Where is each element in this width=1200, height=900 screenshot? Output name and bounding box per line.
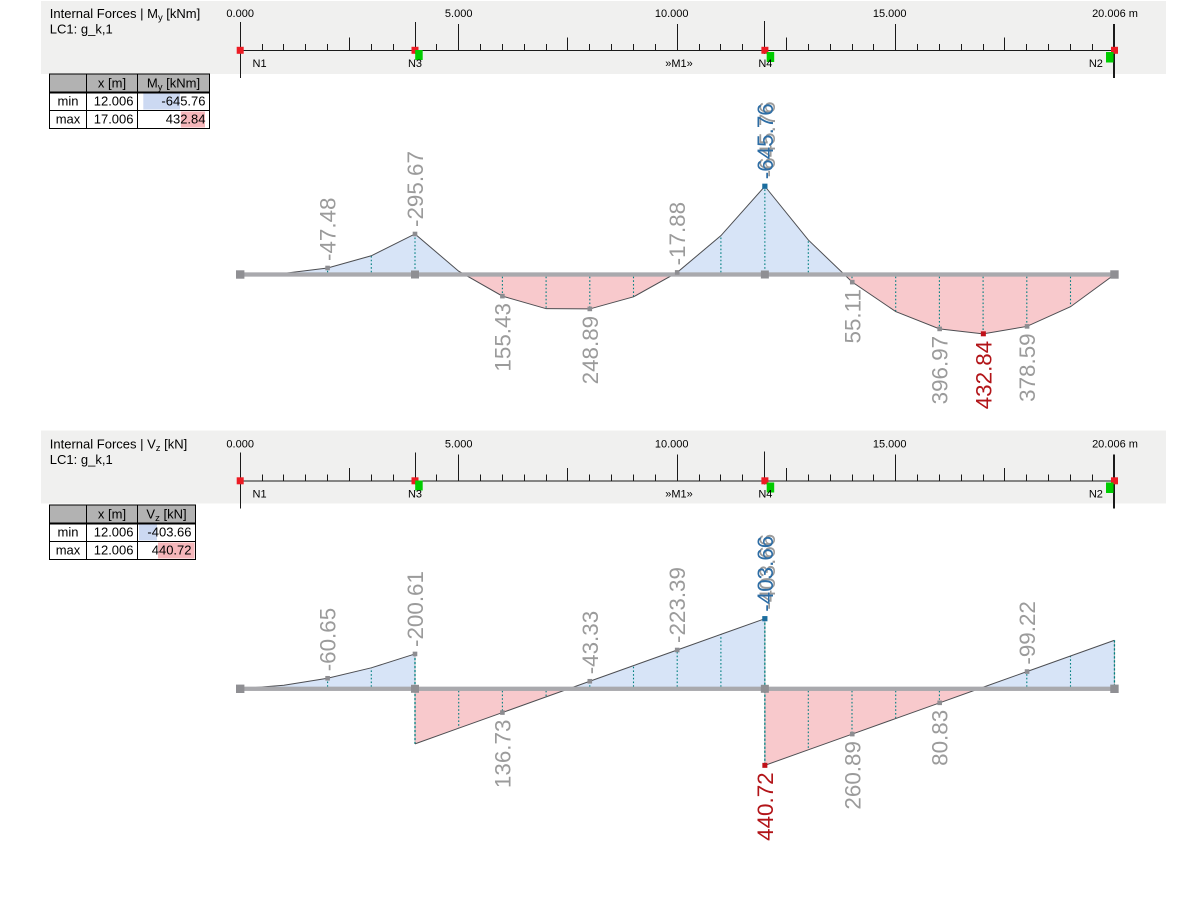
svg-text:17.006: 17.006 [94, 112, 134, 127]
svg-text:10.000: 10.000 [655, 439, 689, 451]
svg-text:-99.22: -99.22 [1015, 601, 1040, 665]
svg-text:-223.39: -223.39 [665, 567, 690, 643]
svg-text:10.000: 10.000 [655, 8, 689, 20]
svg-text:max: max [56, 112, 81, 127]
svg-text:LC1: g_k,1: LC1: g_k,1 [50, 22, 113, 37]
svg-text:-200.61: -200.61 [403, 571, 428, 647]
svg-text:»M1»: »M1» [665, 489, 693, 501]
svg-text:x [m]: x [m] [98, 507, 126, 522]
svg-text:N2: N2 [1089, 489, 1103, 501]
svg-text:-645.76: -645.76 [753, 103, 778, 179]
svg-text:-60.65: -60.65 [316, 608, 341, 672]
svg-text:378.59: 378.59 [1015, 333, 1040, 401]
svg-text:440.72: 440.72 [152, 543, 192, 558]
svg-text:Vz [kN]: Vz [kN] [146, 507, 186, 525]
svg-text:0.000: 0.000 [226, 439, 254, 451]
svg-text:N1: N1 [253, 58, 267, 70]
svg-text:12.006: 12.006 [94, 525, 134, 540]
svg-text:-645.76: -645.76 [161, 94, 205, 109]
svg-text:432.84: 432.84 [971, 341, 996, 409]
svg-text:LC1: g_k,1: LC1: g_k,1 [50, 452, 113, 467]
svg-text:x [m]: x [m] [98, 76, 126, 91]
svg-text:My [kNm]: My [kNm] [147, 76, 200, 94]
svg-text:N4: N4 [758, 489, 772, 501]
svg-text:55.11: 55.11 [840, 289, 865, 343]
svg-text:20.006 m: 20.006 m [1092, 439, 1138, 451]
svg-text:440.72: 440.72 [753, 772, 778, 840]
svg-text:Internal Forces | My [kNm]: Internal Forces | My [kNm] [50, 6, 200, 24]
svg-text:15.000: 15.000 [873, 439, 907, 451]
svg-text:min: min [58, 94, 79, 109]
svg-text:N4: N4 [758, 58, 772, 70]
svg-text:248.89: 248.89 [578, 316, 603, 384]
svg-text:-403.66: -403.66 [753, 536, 778, 612]
svg-text:N3: N3 [408, 489, 422, 501]
svg-text:5.000: 5.000 [445, 8, 473, 20]
svg-text:max: max [56, 543, 81, 558]
svg-text:12.006: 12.006 [94, 543, 134, 558]
svg-text:N1: N1 [253, 489, 267, 501]
svg-text:260.89: 260.89 [840, 741, 865, 809]
svg-text:432.84: 432.84 [166, 112, 206, 127]
svg-text:155.43: 155.43 [490, 303, 515, 371]
svg-text:-403.66: -403.66 [147, 525, 191, 540]
svg-text:-47.48: -47.48 [316, 198, 341, 262]
svg-text:min: min [58, 525, 79, 540]
svg-text:-43.33: -43.33 [578, 611, 603, 675]
svg-text:5.000: 5.000 [445, 439, 473, 451]
svg-text:-645.76: -645.76 [755, 101, 780, 177]
svg-text:136.73: 136.73 [490, 720, 515, 788]
svg-text:-295.67: -295.67 [403, 151, 428, 227]
svg-text:N3: N3 [408, 58, 422, 70]
svg-text:15.000: 15.000 [873, 8, 907, 20]
svg-text:396.97: 396.97 [928, 336, 953, 404]
svg-text:80.83: 80.83 [928, 710, 953, 766]
svg-text:-17.88: -17.88 [665, 202, 690, 266]
svg-text:Internal Forces | Vz [kN]: Internal Forces | Vz [kN] [50, 437, 187, 455]
svg-text:N2: N2 [1089, 58, 1103, 70]
svg-text:»M1»: »M1» [665, 58, 693, 70]
svg-text:0.000: 0.000 [226, 8, 254, 20]
svg-text:-403.66: -403.66 [755, 534, 780, 610]
svg-text:12.006: 12.006 [94, 94, 134, 109]
svg-text:20.006 m: 20.006 m [1092, 8, 1138, 20]
